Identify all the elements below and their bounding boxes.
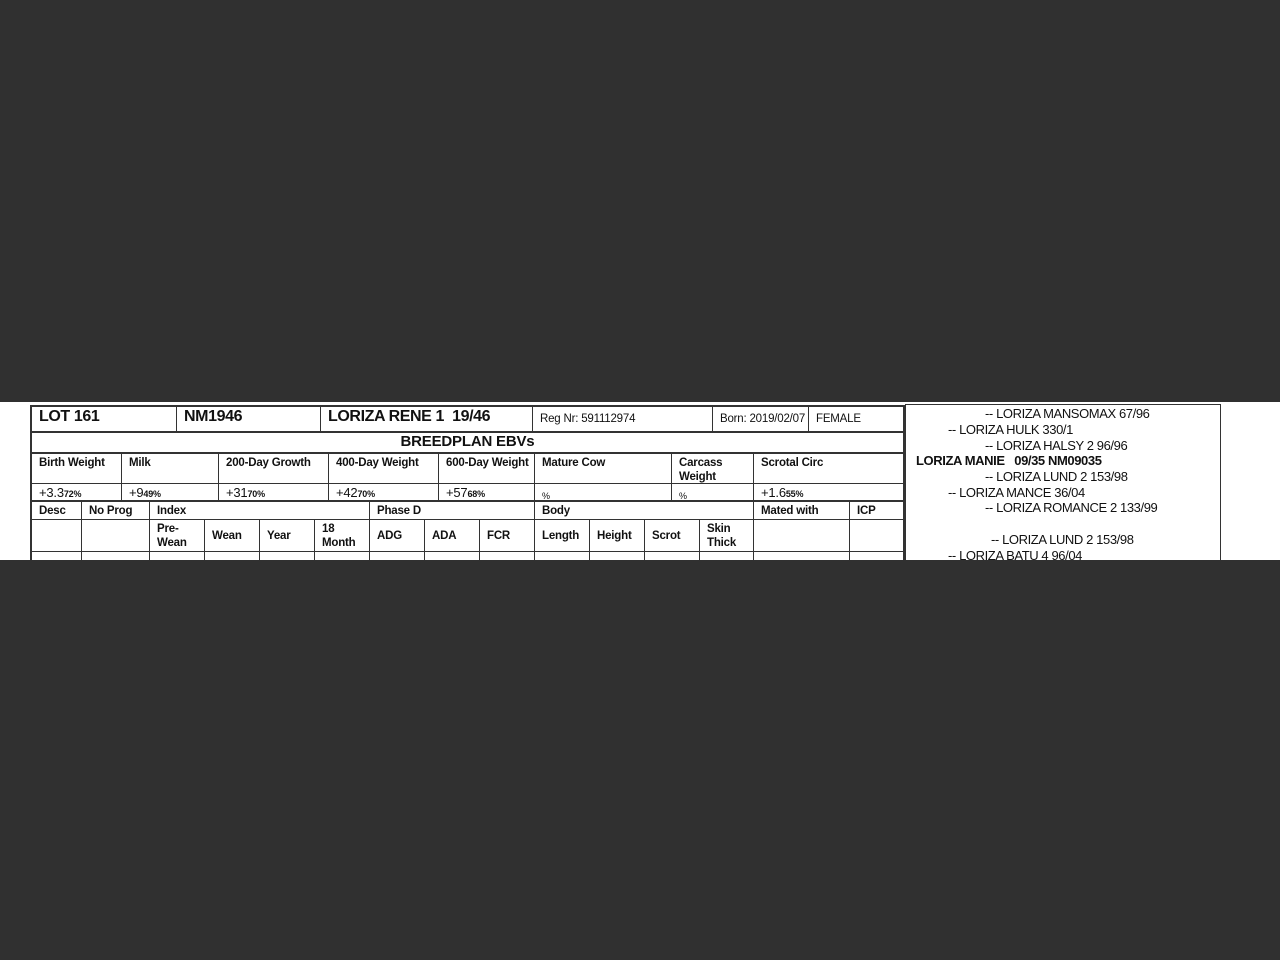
perf-value-cell [589, 551, 645, 560]
ebv-label: 200-Day Growth [218, 453, 329, 484]
perf-sub-header: ADA [424, 519, 480, 552]
perf-sub-header: FCR [479, 519, 535, 552]
perf-value-cell [31, 551, 82, 560]
perf-value-cell [753, 551, 850, 560]
perf-group-header: No Prog [81, 501, 150, 520]
ebv-value: +949% [121, 483, 219, 501]
animal-name: LORIZA RENE 1 19/46 [320, 405, 533, 432]
ebv-value-number: +1.6 [761, 485, 786, 500]
perf-value-cell [534, 551, 590, 560]
sex: FEMALE [808, 405, 904, 432]
perf-value-cell [81, 551, 150, 560]
desc-sub [31, 519, 82, 552]
ebv-value-number: +31 [226, 485, 248, 500]
perf-value-cell [849, 551, 905, 560]
perf-group-header: Body [534, 501, 754, 520]
perf-sub-header: Wean [204, 519, 260, 552]
ebv-label: 400-Day Weight [328, 453, 439, 484]
perf-sub-header: 18 Month [314, 519, 370, 552]
pedigree-line: -- LORIZA MANCE 36/04 [948, 485, 1085, 500]
ebv-value-number: +3.3 [39, 485, 64, 500]
ebv-accuracy: 70% [247, 489, 265, 499]
pedigree-line: -- LORIZA BATU 4 96/04 [948, 548, 1083, 561]
ebv-label: Mature Cow [534, 453, 672, 484]
no-prog-sub [81, 519, 150, 552]
pedigree-line: -- LORIZA MANSOMAX 67/96 [985, 406, 1150, 421]
perf-sub-header: ADG [369, 519, 425, 552]
lot-number: LOT 161 [31, 405, 177, 432]
perf-value-cell [259, 551, 315, 560]
ebv-accuracy: % [542, 491, 550, 501]
perf-sub-header: Height [589, 519, 645, 552]
perf-sub-header: Length [534, 519, 590, 552]
ebv-label: 600-Day Weight [438, 453, 535, 484]
ebv-value: +3.372% [31, 483, 122, 501]
pedigree-line: -- LORIZA LUND 2 153/98 [991, 532, 1134, 547]
perf-sub-header: Year [259, 519, 315, 552]
ebv-value: % [534, 483, 672, 501]
perf-group-header: Index [149, 501, 370, 520]
perf-sub-header: Skin Thick [699, 519, 754, 552]
ebv-value-number: +42 [336, 485, 358, 500]
ebv-label: Carcass Weight [671, 453, 754, 484]
perf-group-header: ICP [849, 501, 905, 520]
ebv-accuracy: 49% [143, 489, 161, 499]
ebv-title: BREEDPLAN EBVs [31, 432, 904, 453]
ebv-label: Scrotal Circ [753, 453, 905, 484]
pedigree-box [905, 404, 1221, 560]
perf-value-cell [699, 551, 754, 560]
perf-value-cell [424, 551, 480, 560]
catalog-strip: LOT 161 NM1946 LORIZA RENE 1 19/46 Reg N… [0, 402, 1280, 560]
ebv-value: +4270% [328, 483, 439, 501]
ebv-accuracy: % [679, 491, 687, 501]
perf-group-header: Mated with [753, 501, 850, 520]
ebv-value: % [671, 483, 754, 501]
perf-sub-header: Scrot [644, 519, 700, 552]
ebv-value: +1.655% [753, 483, 905, 501]
perf-value-cell [644, 551, 700, 560]
icp-cell [849, 519, 904, 552]
perf-value-cell [369, 551, 425, 560]
perf-value-cell [204, 551, 260, 560]
pedigree-line: -- LORIZA LUND 2 153/98 [985, 469, 1128, 484]
perf-value-cell [149, 551, 205, 560]
born-date: Born: 2019/02/07 [712, 405, 809, 432]
ebv-accuracy: 55% [785, 489, 804, 499]
pedigree-dam: LORIZA MANIE 09/35 NM09035 [916, 453, 1102, 468]
pedigree-line: -- LORIZA HULK 330/1 [948, 422, 1073, 437]
ebv-accuracy: 70% [357, 489, 375, 499]
perf-value-cell [314, 551, 370, 560]
perf-group-header: Phase D [369, 501, 535, 520]
ebv-label: Milk [121, 453, 219, 484]
ebv-value-number: +9 [129, 485, 144, 500]
ebv-accuracy: 68% [467, 489, 485, 499]
mated-with-cell [753, 519, 850, 552]
pedigree-line: -- LORIZA HALSY 2 96/96 [985, 438, 1128, 453]
ebv-value-number: +57 [446, 485, 468, 500]
ebv-value: +5768% [438, 483, 535, 501]
animal-id: NM1946 [176, 405, 321, 432]
perf-value-cell [479, 551, 535, 560]
ebv-label: Birth Weight [31, 453, 122, 484]
ebv-value: +3170% [218, 483, 329, 501]
perf-sub-header: Pre- Wean [149, 519, 205, 552]
pedigree-line: -- LORIZA ROMANCE 2 133/99 [985, 500, 1158, 515]
perf-group-header: Desc [31, 501, 82, 520]
reg-number: Reg Nr: 591112974 [532, 405, 713, 432]
ebv-accuracy: 72% [63, 489, 82, 499]
